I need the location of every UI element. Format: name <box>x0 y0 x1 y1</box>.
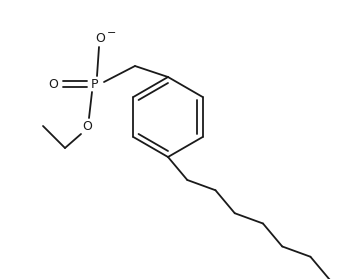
Text: −: − <box>107 28 117 38</box>
Text: O: O <box>82 119 92 133</box>
Text: O: O <box>48 78 58 90</box>
Text: O: O <box>95 32 105 45</box>
Text: P: P <box>91 78 99 90</box>
